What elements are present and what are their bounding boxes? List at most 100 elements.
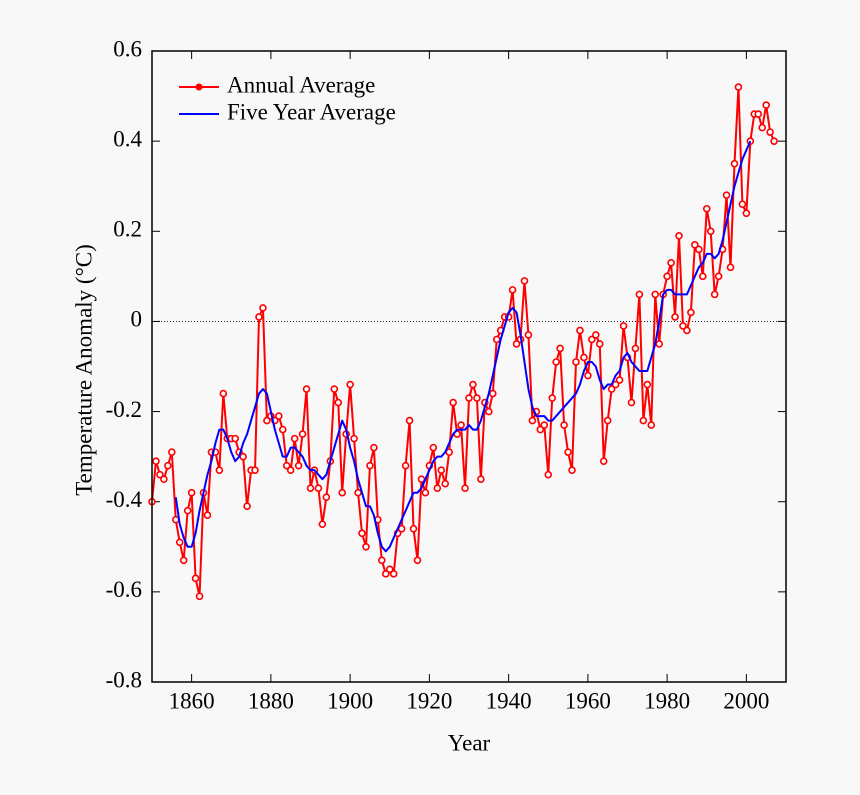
data-point	[251, 466, 259, 474]
data-point	[488, 389, 497, 398]
data-point	[298, 430, 307, 438]
data-point	[263, 416, 271, 425]
data-point	[175, 538, 184, 547]
data-point	[524, 331, 533, 339]
data-point	[282, 461, 291, 470]
data-point	[552, 358, 560, 366]
data-point	[461, 484, 469, 492]
data-point	[477, 475, 485, 483]
data-point	[168, 448, 176, 456]
data-point	[564, 448, 572, 456]
plot-frame	[151, 50, 787, 683]
data-point	[164, 461, 172, 470]
x-tick-label: 1880	[248, 688, 294, 713]
data-point	[706, 227, 715, 236]
data-point	[334, 398, 343, 407]
data-point	[219, 389, 228, 398]
data-point	[421, 488, 430, 497]
data-point	[584, 371, 592, 380]
data-point	[702, 204, 711, 213]
data-point	[675, 231, 683, 240]
data-point	[691, 241, 699, 249]
data-point	[338, 488, 347, 497]
data-point	[560, 421, 568, 429]
data-point	[306, 484, 315, 492]
data-point	[710, 290, 719, 299]
data-point	[401, 461, 410, 470]
data-point	[354, 488, 362, 497]
legend-marker	[195, 83, 203, 91]
data-point	[508, 286, 517, 294]
data-point	[457, 421, 465, 429]
data-point	[540, 421, 549, 429]
data-point	[203, 511, 212, 520]
data-point	[770, 137, 778, 145]
legend-label: Annual Average	[227, 72, 375, 97]
data-point	[437, 466, 446, 474]
data-point	[370, 443, 378, 452]
data-point	[215, 466, 224, 474]
data-point	[544, 470, 553, 479]
data-point	[286, 466, 295, 474]
legend-label: Five Year Average	[227, 99, 396, 124]
data-point	[255, 313, 263, 321]
data-point	[346, 380, 354, 389]
data-point	[469, 380, 477, 389]
data-point	[385, 565, 394, 574]
data-point	[738, 200, 747, 209]
data-point	[599, 457, 608, 465]
data-point	[647, 421, 656, 429]
x-tick-label: 1900	[327, 688, 373, 713]
data-point	[160, 475, 168, 483]
y-tick-label: 0	[131, 307, 143, 332]
data-point	[695, 245, 703, 254]
data-point	[156, 470, 164, 479]
data-point	[259, 304, 267, 312]
data-point	[433, 484, 442, 492]
data-point	[722, 191, 731, 200]
data-point	[290, 434, 299, 443]
data-point	[595, 340, 604, 348]
data-point	[730, 159, 739, 168]
y-tick-label: -0.6	[106, 577, 142, 602]
data-point	[152, 457, 160, 465]
data-point	[183, 506, 192, 515]
data-point	[358, 529, 366, 538]
data-point	[576, 326, 584, 335]
data-point	[278, 425, 287, 434]
data-point	[362, 542, 370, 551]
data-point	[294, 461, 303, 470]
data-point	[528, 416, 537, 425]
data-point	[603, 416, 612, 425]
y-tick-label: 0.6	[113, 36, 142, 61]
data-point	[195, 592, 204, 601]
x-tick-label: 1980	[644, 688, 690, 713]
data-point	[742, 209, 751, 218]
data-point	[754, 110, 763, 118]
data-point	[465, 394, 473, 402]
y-axis-title: Temperature Anomaly (°C)	[71, 244, 96, 496]
data-point	[318, 520, 327, 529]
data-point	[671, 313, 679, 321]
data-point	[191, 574, 200, 583]
data-point	[683, 326, 691, 335]
data-point	[350, 434, 358, 443]
x-axis-title: Year	[448, 730, 491, 755]
data-point	[389, 570, 398, 578]
x-tick-label: 1940	[486, 688, 532, 713]
data-point	[635, 290, 644, 299]
data-point	[520, 277, 529, 285]
data-point	[631, 344, 640, 353]
data-point	[302, 385, 311, 393]
data-point	[667, 259, 675, 267]
data-point	[758, 123, 767, 132]
data-point	[572, 358, 580, 366]
data-point	[485, 407, 493, 416]
data-point	[243, 502, 251, 511]
x-tick-label: 1860	[169, 688, 215, 713]
data-point	[449, 398, 457, 407]
data-point	[381, 570, 390, 578]
data-point	[231, 434, 240, 443]
